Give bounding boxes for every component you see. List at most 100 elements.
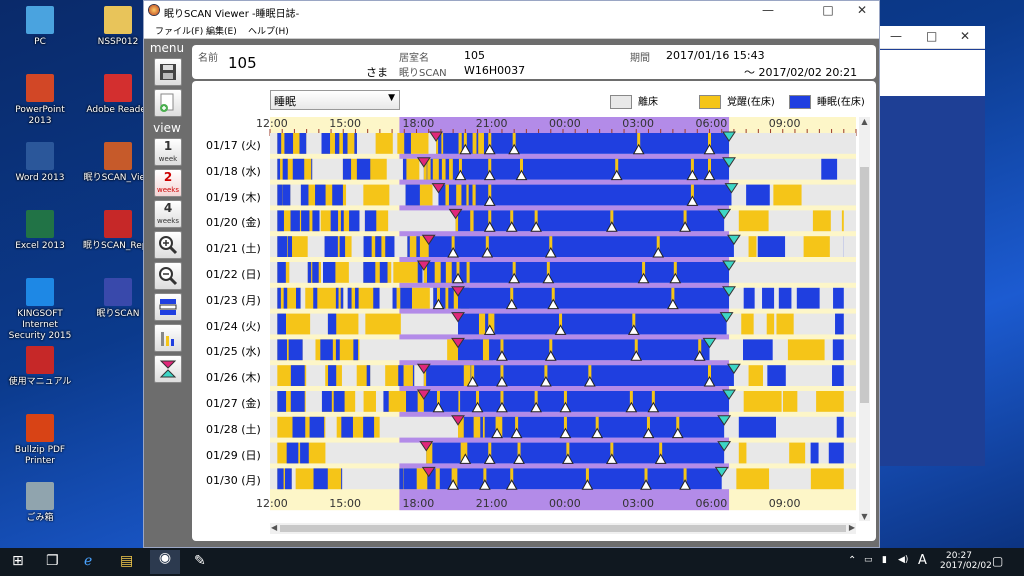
sleep-segment bbox=[324, 236, 338, 257]
maximize-button[interactable]: □ bbox=[926, 29, 938, 43]
edge-icon[interactable]: ℯ bbox=[84, 553, 93, 569]
zoom-out-button[interactable] bbox=[154, 262, 182, 290]
clock-time: 20:27 bbox=[946, 551, 972, 561]
awakening-marker bbox=[505, 479, 518, 490]
time-label-bottom: 21:00 bbox=[476, 497, 508, 510]
name-value: 105 bbox=[228, 54, 257, 72]
sleep-segment bbox=[284, 468, 292, 490]
scroll-up-arrow[interactable]: ▲ bbox=[861, 117, 868, 126]
chart-panel: 睡眠 ▼ 離床 覚醒(在床) 睡眠(在床) 12:00 12:00 15:00 15:… bbox=[192, 81, 876, 541]
maximize-button[interactable]: □ bbox=[822, 3, 834, 17]
horizontal-scrollbar[interactable]: ◀ ▶ bbox=[270, 523, 856, 534]
awake-segment bbox=[510, 468, 514, 490]
layout-icon bbox=[159, 299, 177, 315]
sleep-segment bbox=[300, 184, 309, 206]
layout-button[interactable] bbox=[154, 293, 182, 321]
desktop-icon[interactable]: NSSP012 bbox=[82, 6, 154, 48]
bar-chart-button[interactable] bbox=[154, 324, 182, 352]
windows-start-icon[interactable]: ⊞ bbox=[12, 553, 24, 569]
sleep-segment bbox=[334, 133, 340, 154]
file-explorer-icon[interactable]: ▤ bbox=[120, 553, 134, 569]
menu-help[interactable]: ヘルプ(H) bbox=[248, 27, 289, 37]
wake-marker bbox=[717, 208, 732, 220]
day-segment bbox=[810, 442, 819, 464]
awakening-marker bbox=[452, 272, 464, 284]
awakening-marker bbox=[483, 324, 496, 335]
clock[interactable]: 20:27 2017/02/02 bbox=[940, 551, 992, 571]
desktop-icon-label: ごみ箱 bbox=[26, 513, 54, 523]
desktop-icon[interactable]: KINGSOFT Internet Security 2015 bbox=[4, 278, 76, 342]
nemuri-scan-taskbar-icon[interactable]: ◉ bbox=[150, 550, 180, 574]
day-segment bbox=[742, 339, 773, 361]
awakening-marker bbox=[530, 221, 542, 232]
awake-segment bbox=[549, 339, 553, 361]
awake-segment bbox=[451, 236, 455, 257]
menu-bar: ファイル(F) 編集(E) ヘルプ(H) bbox=[144, 21, 879, 39]
minimize-button[interactable]: — bbox=[762, 3, 774, 17]
scroll-left-arrow[interactable]: ◀ bbox=[271, 523, 278, 532]
desktop-icon[interactable]: 使用マニュアル bbox=[4, 346, 76, 388]
awake-segment bbox=[458, 133, 462, 154]
vertical-scrollbar[interactable]: ▲ ▼ bbox=[859, 117, 870, 521]
desktop-icon[interactable]: Adobe Reader bbox=[82, 74, 154, 116]
row-date-label: 01/20 (金) bbox=[206, 216, 261, 230]
desktop-icon[interactable]: 眠りSCAN_View bbox=[82, 142, 154, 184]
new-page-button[interactable] bbox=[154, 89, 182, 117]
minimize-button[interactable]: — bbox=[890, 29, 902, 43]
tray-volume-icon[interactable]: ◀) bbox=[898, 555, 909, 565]
menu-edit[interactable]: 編集(E) bbox=[206, 27, 237, 37]
view-2weeks-button[interactable]: 2 weeks bbox=[154, 169, 182, 197]
horizontal-scroll-thumb[interactable] bbox=[280, 525, 846, 532]
tray-battery-icon[interactable]: ▮ bbox=[882, 555, 887, 565]
day-segment bbox=[833, 287, 844, 309]
tray-chevron-up-icon[interactable]: ⌃ bbox=[848, 555, 857, 566]
legend-label-asleep: 睡眠(在床) bbox=[817, 97, 865, 108]
desktop-icon[interactable]: 眠りSCAN bbox=[82, 278, 154, 320]
ime-indicator[interactable]: A bbox=[918, 553, 927, 568]
row-date-label: 01/26 (木) bbox=[206, 371, 261, 385]
day-segment bbox=[767, 365, 786, 386]
desktop-icon[interactable]: PowerPoint 2013 bbox=[4, 74, 76, 127]
day-segment bbox=[738, 416, 776, 438]
vertical-scroll-thumb[interactable] bbox=[860, 167, 869, 403]
save-button[interactable] bbox=[154, 58, 182, 86]
sleep-segment bbox=[299, 133, 307, 154]
close-button[interactable]: ✕ bbox=[960, 29, 971, 43]
awakening-marker bbox=[491, 427, 503, 439]
awake-segment bbox=[683, 468, 687, 490]
sleep-segment bbox=[292, 416, 306, 438]
legend-label-awake: 覚醒(在床) bbox=[727, 97, 775, 108]
markers-button[interactable] bbox=[154, 355, 182, 383]
sleep-segment bbox=[339, 236, 346, 257]
awake-segment bbox=[595, 416, 599, 438]
menu-file[interactable]: ファイル(F) bbox=[155, 27, 204, 37]
sleep-segment bbox=[340, 287, 344, 309]
sleep-segment bbox=[373, 287, 380, 309]
period-label: 期間 bbox=[630, 53, 650, 64]
awakening-marker bbox=[693, 350, 706, 361]
tray-network-icon[interactable]: ▭ bbox=[864, 555, 873, 565]
zoom-in-button[interactable] bbox=[154, 231, 182, 259]
view-1week-button[interactable]: 1 week bbox=[154, 138, 182, 166]
background-window[interactable]: — □ ✕ bbox=[870, 26, 985, 466]
desktop-icon[interactable]: Excel 2013 bbox=[4, 210, 76, 252]
desktop-icon[interactable]: Word 2013 bbox=[4, 142, 76, 184]
desktop-icon[interactable]: Bullzip PDF Printer bbox=[4, 414, 76, 467]
desktop-icon[interactable]: PC bbox=[4, 6, 76, 48]
notification-icon[interactable]: ▢ bbox=[992, 554, 1004, 568]
scroll-right-arrow[interactable]: ▶ bbox=[848, 523, 855, 532]
awake-segment bbox=[546, 262, 550, 283]
desktop-icon[interactable]: ごみ箱 bbox=[4, 482, 76, 524]
sleep-segment bbox=[301, 210, 310, 232]
desktop-icon[interactable]: 眠りSCAN_Repo bbox=[82, 210, 154, 252]
view-select[interactable]: 睡眠 ▼ bbox=[270, 90, 400, 110]
wake-marker bbox=[719, 312, 734, 323]
sleep-segment bbox=[402, 158, 407, 180]
scroll-down-arrow[interactable]: ▼ bbox=[861, 512, 868, 521]
period-end: ～ 2017/02/02 20:21 bbox=[744, 66, 858, 79]
paint-icon[interactable]: ✎ bbox=[194, 553, 206, 569]
view-4weeks-button[interactable]: 4 weeks bbox=[154, 200, 182, 228]
task-view-icon[interactable]: ❐ bbox=[46, 553, 59, 569]
close-button[interactable]: ✕ bbox=[856, 3, 868, 17]
row-date-label: 01/24 (火) bbox=[206, 319, 261, 333]
